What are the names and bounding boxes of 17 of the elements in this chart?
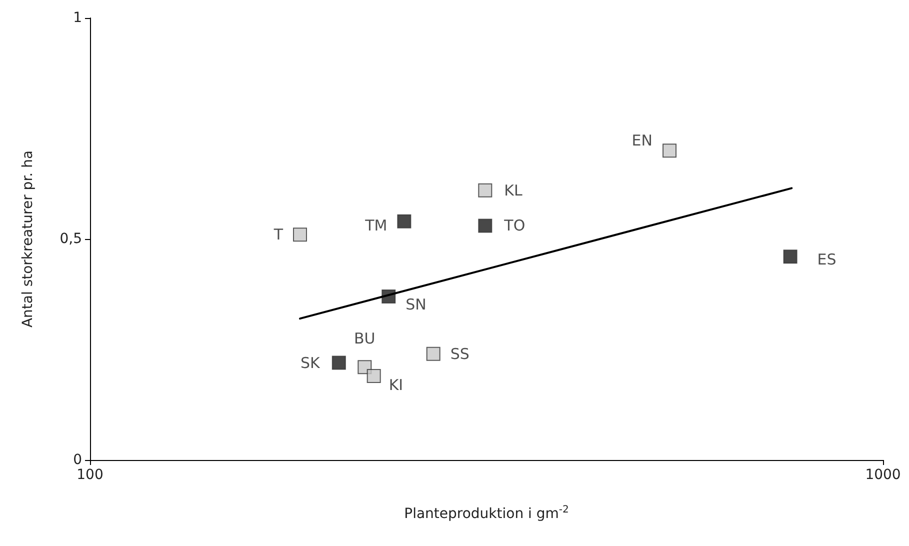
y-tick-label: 0	[73, 452, 82, 468]
data-label: SS	[450, 344, 470, 363]
data-label: EN	[632, 132, 653, 150]
y-tick-label: 0,5	[60, 231, 82, 247]
data-label: T	[272, 226, 284, 244]
data-label: KI	[388, 376, 404, 394]
y-axis-title: Antal storkreaturer pr. ha	[20, 150, 36, 328]
data-label: TM	[364, 216, 388, 234]
x-tick-label: 1000	[865, 467, 901, 483]
data-label: KL	[504, 181, 523, 200]
data-label: BU	[354, 330, 376, 348]
x-tick-label: 100	[76, 467, 104, 483]
y-tick-label: 1	[73, 10, 82, 26]
data-label: ES	[817, 250, 836, 269]
data-label: SN	[406, 295, 426, 314]
data-label: TO	[503, 216, 526, 235]
data-label: SK	[300, 354, 322, 372]
